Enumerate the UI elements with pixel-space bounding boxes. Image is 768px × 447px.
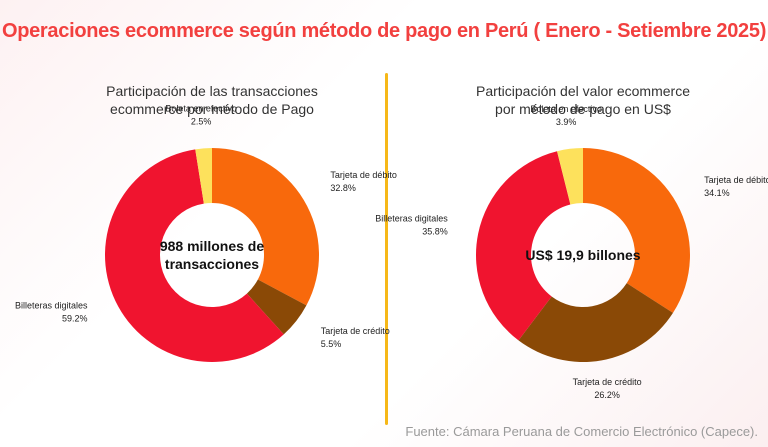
donut-segment bbox=[104, 149, 284, 362]
donut-segment bbox=[246, 279, 307, 335]
segment-label: Billeteras digitales bbox=[375, 213, 448, 223]
source-note: Fuente: Cámara Peruana de Comercio Elect… bbox=[405, 424, 758, 439]
center-label: US$ 19,9 billones bbox=[525, 247, 641, 263]
value-label: 32.8% bbox=[330, 183, 356, 193]
value-label: 34.1% bbox=[704, 188, 730, 198]
segment-label: Tarjeta de débito bbox=[704, 175, 768, 185]
donut-segment bbox=[195, 148, 212, 204]
center-label-box: US$ 19,9 billones bbox=[525, 247, 641, 263]
center-label: 988 millones de transacciones bbox=[159, 238, 265, 272]
value-label: 3.9% bbox=[556, 117, 577, 127]
page-title: Operaciones ecommerce según método de pa… bbox=[1, 20, 767, 42]
divider bbox=[385, 73, 388, 425]
donut-segment bbox=[583, 148, 690, 313]
value-label: 35.8% bbox=[422, 226, 448, 236]
donut-segment bbox=[557, 148, 583, 205]
segment-label: Tarjeta de crédito bbox=[321, 326, 390, 336]
segment-label: Boleta en efectivo bbox=[165, 103, 237, 113]
value-label: 5.5% bbox=[321, 339, 342, 349]
center-label-box: 988 millones de transacciones bbox=[159, 238, 265, 272]
segment-label: Tarjeta de débito bbox=[330, 170, 397, 180]
donut-segment bbox=[518, 283, 673, 362]
segment-label: Tarjeta de crédito bbox=[573, 377, 642, 387]
segment-label: Billeteras digitales bbox=[15, 301, 88, 311]
segment-label: Boleta en efectivo bbox=[530, 104, 602, 114]
chart-title: Participación del valor ecommerce por mé… bbox=[476, 83, 690, 117]
donut-segment bbox=[475, 151, 571, 341]
value-label: 2.5% bbox=[191, 116, 212, 126]
value-label: 59.2% bbox=[62, 314, 88, 324]
value-label: 26.2% bbox=[594, 390, 620, 400]
chart-title: Participación de las transacciones ecomm… bbox=[106, 83, 318, 117]
donut-segment bbox=[212, 148, 319, 306]
